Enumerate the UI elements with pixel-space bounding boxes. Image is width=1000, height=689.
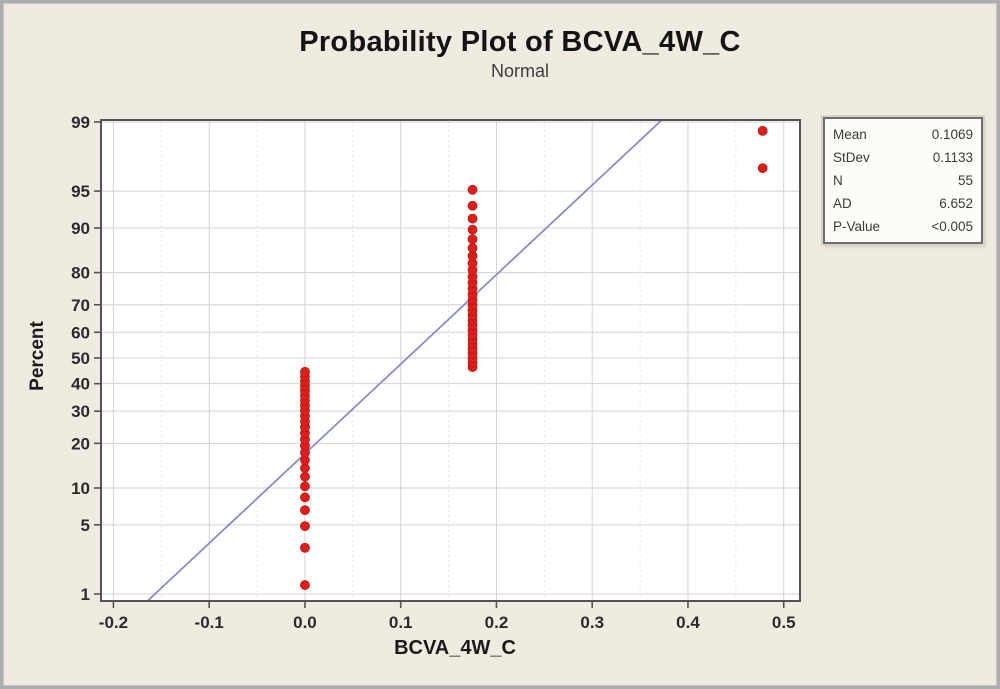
x-tick-label: 0.3 xyxy=(580,613,604,632)
plot-background xyxy=(101,120,800,601)
stat-value: 0.1133 xyxy=(932,149,973,165)
y-tick-label: 90 xyxy=(71,219,90,238)
y-tick-label: 30 xyxy=(71,402,90,421)
data-point xyxy=(757,163,768,174)
y-tick-label: 5 xyxy=(81,516,90,535)
x-tick-label: 0.1 xyxy=(389,613,413,632)
y-tick-label: 60 xyxy=(71,323,90,342)
data-point xyxy=(300,521,310,532)
data-point xyxy=(300,471,310,482)
data-point xyxy=(467,224,478,235)
y-tick-label: 50 xyxy=(71,349,90,368)
y-tick-label: 95 xyxy=(71,182,90,201)
stat-label: N xyxy=(833,172,843,188)
y-tick-label: 70 xyxy=(71,296,90,315)
fit-line xyxy=(146,119,663,602)
y-tick-label: 99 xyxy=(71,113,90,132)
x-tick-label: 0.2 xyxy=(485,613,509,632)
stat-row: P-Value <0.005 xyxy=(825,216,981,238)
data-point xyxy=(467,184,478,195)
x-tick-label: 0.5 xyxy=(772,613,796,632)
stat-label: StDev xyxy=(833,149,870,165)
data-point xyxy=(467,234,478,245)
data-point xyxy=(300,580,310,590)
x-tick-label: 0.4 xyxy=(676,613,700,632)
data-point xyxy=(467,200,478,211)
data-point xyxy=(300,505,310,516)
plot-frame xyxy=(100,119,801,602)
stat-row: N 55 xyxy=(825,170,981,192)
data-point xyxy=(300,492,310,503)
stat-value: <0.005 xyxy=(931,218,973,234)
y-tick-label: 20 xyxy=(71,434,90,453)
y-tick-label: 1 xyxy=(81,585,90,604)
chart-title: Probability Plot of BCVA_4W_C xyxy=(299,26,741,58)
data-point xyxy=(300,542,310,553)
x-tick-label: 0.0 xyxy=(293,613,317,632)
data-point xyxy=(467,243,478,253)
data-point xyxy=(757,125,768,136)
stat-label: P-Value xyxy=(833,218,881,234)
stat-label: Mean xyxy=(833,126,867,142)
data-point xyxy=(300,481,310,492)
data-point xyxy=(467,213,478,224)
chart-subtitle: Normal xyxy=(490,61,550,81)
x-tick-label: -0.1 xyxy=(195,613,224,632)
stat-row: Mean 0.1069 xyxy=(825,124,981,146)
stat-row: AD 6.652 xyxy=(825,193,981,215)
stat-value: 55 xyxy=(957,172,973,188)
x-axis-title: BCVA_4W_C xyxy=(394,637,516,659)
stat-row: StDev 0.1133 xyxy=(825,147,981,169)
y-tick-label: 40 xyxy=(71,375,90,394)
stat-value: 0.1069 xyxy=(931,126,973,142)
stat-label: AD xyxy=(833,195,852,211)
data-point xyxy=(300,366,310,377)
stat-value: 6.652 xyxy=(939,195,973,211)
y-tick-label: 10 xyxy=(71,479,90,498)
x-tick-label: -0.2 xyxy=(99,613,128,632)
stats-legend-box: Mean 0.1069 StDev 0.1133 N 55 AD 6.652 P-Value <0… xyxy=(823,117,983,244)
y-tick-label: 80 xyxy=(71,264,90,283)
